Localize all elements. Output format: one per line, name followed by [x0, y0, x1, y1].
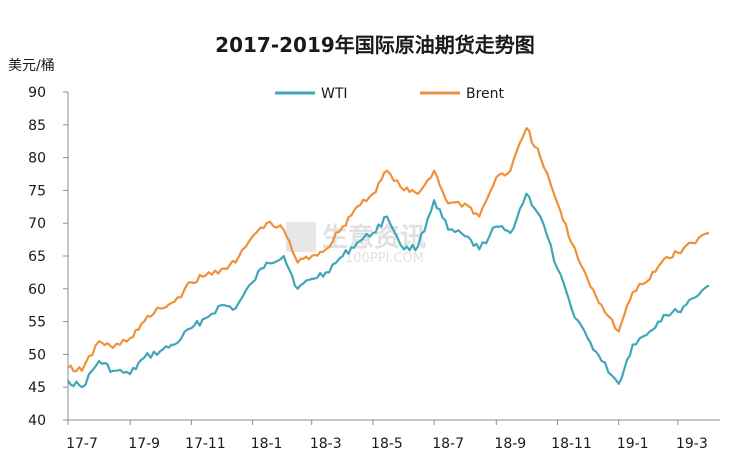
y-tick-label: 60 [28, 282, 46, 298]
y-axis-unit-label: 美元/桶 [8, 58, 55, 74]
y-tick-label: 55 [28, 315, 46, 331]
y-tick-label: 90 [28, 85, 46, 101]
x-tick-label: 17-7 [66, 436, 98, 452]
x-tick-label: 18-3 [310, 436, 342, 452]
y-tick-label: 40 [28, 413, 46, 429]
y-axis-ticks: 40 45 50 55 60 65 70 75 80 85 90 [28, 85, 68, 429]
x-tick-label: 18-7 [432, 436, 464, 452]
y-tick-label: 65 [28, 249, 46, 265]
series-line-brent [67, 127, 710, 373]
x-tick-label: 17-9 [128, 436, 160, 452]
y-tick-label: 75 [28, 183, 46, 199]
legend: WTI Brent [275, 86, 505, 102]
legend-label-wti: WTI [321, 86, 348, 102]
watermark-subtext: 100PPI.COM [345, 251, 424, 266]
chart-title: 2017-2019年国际原油期货走势图 [215, 33, 535, 57]
y-tick-label: 80 [28, 151, 46, 167]
x-tick-label: 17-11 [185, 436, 226, 452]
x-tick-label: 18-5 [371, 436, 403, 452]
x-axis-ticks: 17-7 17-9 17-11 18-1 18-3 18-5 18-7 18-9 18-11 19… [66, 420, 708, 452]
series-layer [67, 127, 710, 389]
x-tick-label: 19-3 [676, 436, 708, 452]
y-tick-label: 50 [28, 347, 46, 363]
legend-label-brent: Brent [466, 86, 505, 102]
series-line-wti [67, 192, 710, 389]
x-tick-label: 19-1 [617, 436, 649, 452]
watermark: 生意资讯 100PPI.COM [286, 222, 426, 266]
x-tick-label: 18-11 [551, 436, 592, 452]
y-tick-label: 70 [28, 216, 46, 232]
y-tick-label: 85 [28, 118, 46, 134]
x-tick-label: 18-1 [251, 436, 283, 452]
x-tick-label: 18-9 [494, 436, 526, 452]
y-tick-label: 45 [28, 380, 46, 396]
